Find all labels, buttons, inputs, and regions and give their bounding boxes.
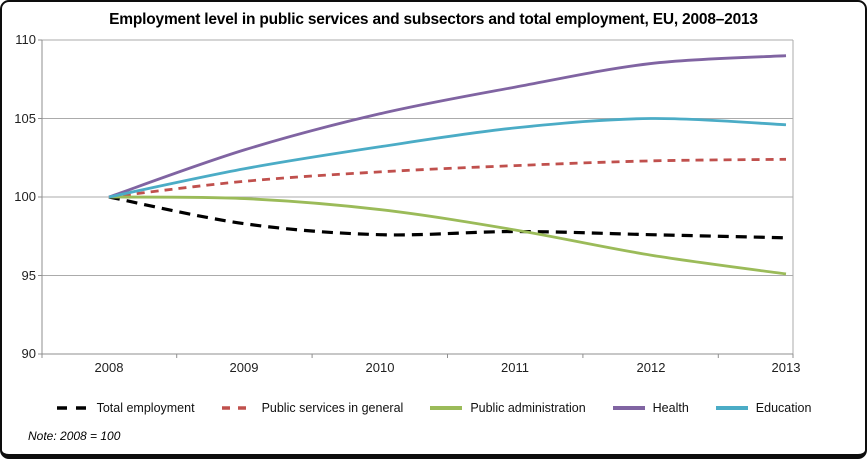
legend-item-health: Health xyxy=(612,401,689,415)
y-axis-tick-label: 100 xyxy=(14,189,36,204)
legend-label: Total employment xyxy=(96,401,195,415)
x-axis-tick-label: 2011 xyxy=(501,360,529,375)
legend-label: Education xyxy=(755,401,812,415)
legend-line-sample xyxy=(430,406,463,410)
legend: Total employment Public services in gene… xyxy=(12,401,855,415)
legend-line-sample xyxy=(612,406,645,410)
legend-line-sample xyxy=(221,406,254,410)
chart-title: Employment level in public services and … xyxy=(109,11,758,28)
x-axis-tick-label: 2013 xyxy=(771,360,801,375)
y-axis-tick-label: 105 xyxy=(14,111,36,126)
legend-item-public-services-in-general: Public services in general xyxy=(221,401,404,415)
x-axis-tick-label: 2012 xyxy=(636,360,666,375)
x-axis-tick-label: 2010 xyxy=(365,360,395,375)
legend-item-education: Education xyxy=(715,401,812,415)
x-axis-tick-label: 2009 xyxy=(229,360,259,375)
chart-note: Note: 2008 = 100 xyxy=(28,429,121,443)
x-axis-tick-label: 2008 xyxy=(94,360,124,375)
legend-label: Public services in general xyxy=(261,401,404,415)
legend-label: Health xyxy=(652,401,689,415)
y-axis-tick-label: 95 xyxy=(21,268,36,283)
legend-line-sample xyxy=(56,406,89,410)
y-axis-tick-label: 90 xyxy=(21,346,36,361)
legend-item-public-administration: Public administration xyxy=(429,401,586,415)
y-axis-tick-label: 110 xyxy=(15,32,36,47)
legend-line-sample xyxy=(715,406,748,410)
legend-label: Public administration xyxy=(470,401,586,415)
legend-item-total-employment: Total employment xyxy=(56,401,195,415)
